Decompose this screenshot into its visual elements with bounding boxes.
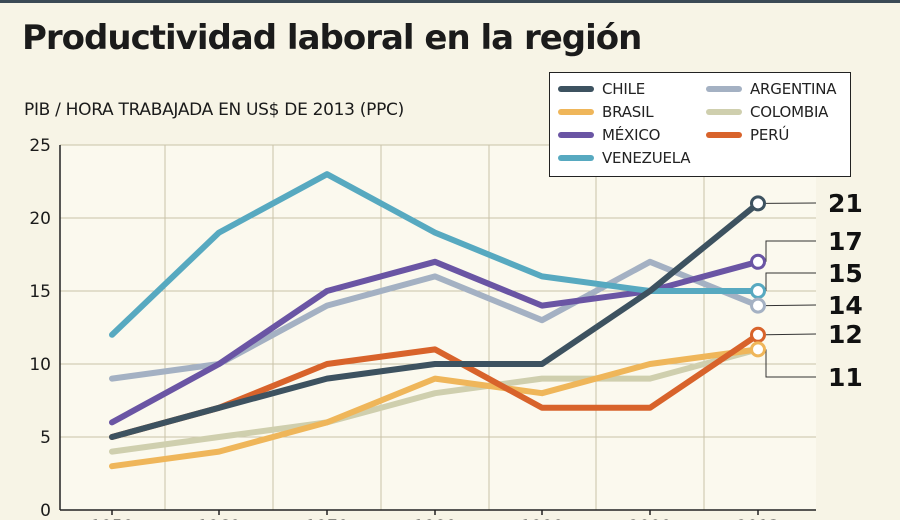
top-rule [0,0,900,3]
legend-item: BRASIL [558,102,654,122]
legend-swatch [706,132,742,138]
legend-swatch [706,109,742,115]
legend-item: ARGENTINA [706,79,836,99]
legend-label: BRASIL [602,103,654,121]
legend-label: VENEZUELA [602,149,691,167]
legend-label: PERÚ [750,126,790,144]
legend-item: VENEZUELA [558,148,691,168]
series-line-colombia [109,346,761,455]
x-tick-label: 2013 [736,517,779,520]
leader-line [765,272,816,291]
y-tick-label: 20 [29,209,51,229]
y-tick-label: 15 [29,282,51,302]
leader-line [765,333,817,336]
end-value-label: 15 [828,259,863,288]
end-marker [750,297,766,314]
y-tick-label: 25 [29,136,51,156]
legend-item: CHILE [558,79,645,99]
x-tick-label: 1960 [197,517,240,520]
leader-line [765,240,816,262]
legend: CHILE ARGENTINA BRASIL COLOMBIA MÉXICO PERÚ VE… [549,72,851,177]
legend-swatch [558,86,594,92]
legend-item: MÉXICO [558,125,660,145]
plot-area [60,145,816,510]
end-value-label: 14 [828,291,863,320]
end-value-label: 17 [828,227,863,256]
legend-label: MÉXICO [602,126,661,144]
x-tick-label: 2000 [628,517,671,520]
legend-swatch [706,86,742,92]
series-line-chile [109,200,761,440]
end-value-label: 21 [828,189,863,218]
end-marker [750,326,766,343]
x-tick-label: 1980 [413,517,456,520]
legend-item: COLOMBIA [706,102,828,122]
legend-label: COLOMBIA [750,103,829,121]
legend-label: CHILE [602,80,646,98]
end-marker [750,283,766,299]
y-tick-label: 10 [29,355,51,375]
x-tick-label: 1990 [520,517,563,520]
legend-swatch [558,109,594,115]
legend-item: PERÚ [706,125,789,145]
end-marker [750,341,766,358]
y-tick-label: 0 [40,501,51,520]
end-value-label: 12 [828,320,863,349]
x-tick-label: 1970 [305,517,348,520]
legend-swatch [558,155,594,161]
series-line-brasil [109,346,761,470]
x-tick-label: 1950 [90,517,133,520]
end-marker [750,195,766,212]
leader-line [765,304,817,307]
end-value-label: 11 [828,363,863,392]
legend-swatch [558,132,594,138]
legend-label: ARGENTINA [750,80,837,98]
leader-line [765,349,816,378]
y-tick-label: 5 [40,428,51,448]
end-marker [750,253,766,270]
chart-title: Productividad laboral en la región [22,18,642,58]
y-axis-label: PIB / HORA TRABAJADA EN US$ DE 2013 (PPC… [24,100,404,120]
